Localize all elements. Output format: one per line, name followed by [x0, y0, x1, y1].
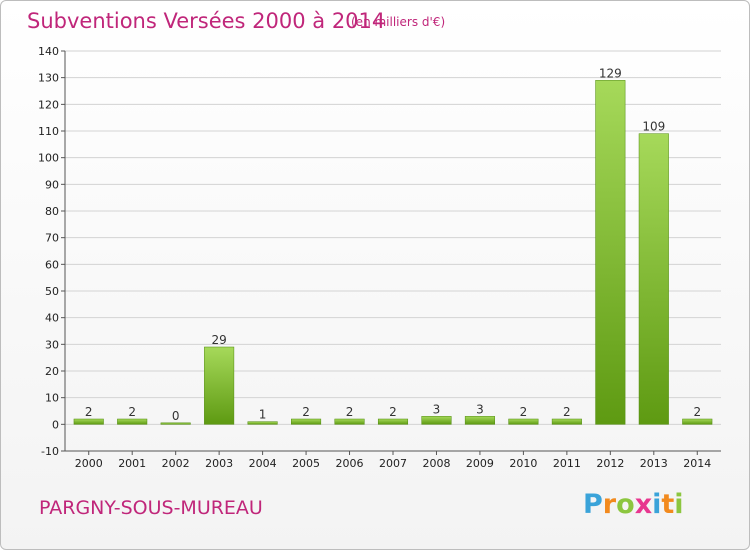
bar-2000 [73, 418, 104, 425]
bar-2008 [421, 416, 452, 425]
x-tick-label-2006: 2006 [336, 457, 364, 470]
x-tick-label-2011: 2011 [553, 457, 581, 470]
data-label-2006: 2 [346, 405, 354, 419]
y-tick-label: 0 [52, 418, 59, 431]
bar-2006 [334, 418, 365, 425]
y-tick-label: 130 [38, 72, 59, 85]
bar-2010 [508, 418, 539, 425]
x-tick-label-2014: 2014 [683, 457, 711, 470]
x-tick-label-2007: 2007 [379, 457, 407, 470]
axes [61, 50, 721, 455]
x-tick-label-2005: 2005 [292, 457, 320, 470]
bar-2003 [204, 346, 235, 425]
x-tick-label-2013: 2013 [640, 457, 668, 470]
x-tick-labels: 2000 2001 2002 2003 2004 2005 2006 2007 2008 2009… [75, 457, 712, 470]
x-tick-label-2001: 2001 [118, 457, 146, 470]
bar-2007 [377, 418, 409, 425]
y-tick-label: 30 [45, 338, 59, 351]
y-tick-label: 110 [38, 125, 59, 138]
data-label-2005: 2 [302, 405, 310, 419]
x-tick-label-2003: 2003 [205, 457, 233, 470]
data-labels: 2 2 0 29 1 2 2 2 3 3 2 2 129 109 2 [85, 66, 701, 423]
y-tick-label: 90 [45, 178, 59, 191]
bar-2013 [638, 133, 669, 425]
y-tick-label: 20 [45, 365, 59, 378]
data-label-2003: 29 [211, 333, 226, 347]
data-label-2011: 2 [563, 405, 571, 419]
y-tick-label: 60 [45, 258, 59, 271]
bar-2011 [551, 418, 582, 425]
data-label-2004: 1 [259, 408, 267, 422]
bar-2005 [291, 418, 322, 425]
chart-subtitle: (en milliers d'€) [351, 15, 446, 29]
bar-2012 [595, 80, 626, 425]
data-label-2001: 2 [128, 405, 136, 419]
y-tick-label: 70 [45, 232, 59, 245]
x-tick-label-2010: 2010 [509, 457, 537, 470]
proxiti-logo: Proxiti [583, 489, 684, 520]
bar-2002 [160, 422, 191, 425]
y-tick-label: 120 [38, 98, 59, 111]
data-label-2010: 2 [520, 405, 528, 419]
bars [73, 80, 713, 425]
x-tick-label-2009: 2009 [466, 457, 494, 470]
commune-name: PARGNY-SOUS-MUREAU [39, 497, 263, 519]
bar-2009 [464, 416, 495, 425]
data-label-2007: 2 [389, 405, 397, 419]
x-tick-label-2012: 2012 [596, 457, 624, 470]
data-label-2012: 129 [599, 66, 622, 80]
data-label-2014: 2 [693, 405, 701, 419]
y-tick-label: 140 [38, 45, 59, 58]
y-tick-labels: -10 0 10 20 30 40 50 60 70 80 90 100 110 120 130 140 [38, 45, 59, 458]
y-tick-label: 50 [45, 285, 59, 298]
x-tick-label-2000: 2000 [75, 457, 103, 470]
bar-2001 [117, 418, 148, 425]
chart-title: Subventions Versées 2000 à 2014 [27, 9, 386, 33]
x-tick-label-2002: 2002 [162, 457, 190, 470]
y-tick-label: 40 [45, 312, 59, 325]
bar-2014 [682, 418, 713, 425]
y-tick-label: 100 [38, 152, 59, 165]
data-label-2002: 0 [172, 409, 180, 423]
x-tick-label-2008: 2008 [422, 457, 450, 470]
y-tick-label: -10 [41, 445, 59, 458]
bar-2004 [247, 421, 278, 425]
y-tick-label: 80 [45, 205, 59, 218]
x-tick-label-2004: 2004 [249, 457, 277, 470]
data-label-2008: 3 [433, 402, 441, 416]
data-label-2009: 3 [476, 402, 484, 416]
y-tick-label: 10 [45, 392, 59, 405]
data-label-2013: 109 [642, 120, 665, 134]
data-label-2000: 2 [85, 405, 93, 419]
